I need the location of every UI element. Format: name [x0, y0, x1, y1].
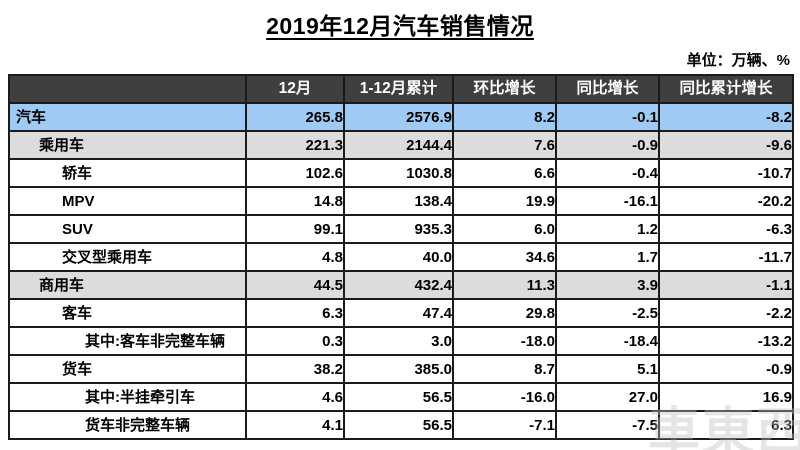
value-cell: 19.9 — [452, 186, 557, 216]
value-cell: 432.4 — [343, 270, 454, 300]
value-cell: 0.3 — [245, 326, 345, 356]
row-label: 轿车 — [8, 158, 247, 188]
table-row: 客车 6.3 47.4 29.8 -2.5 -2.2 — [8, 298, 794, 328]
value-cell: -13.2 — [658, 326, 794, 356]
value-cell: 99.1 — [245, 214, 345, 244]
value-cell: 2576.9 — [343, 102, 454, 132]
value-cell: 221.3 — [245, 130, 345, 160]
table-row: SUV 99.1 935.3 6.0 1.2 -6.3 — [8, 214, 794, 244]
value-cell: 1030.8 — [343, 158, 454, 188]
unit-note: 单位：万辆、% — [686, 52, 790, 69]
value-cell: -8.2 — [658, 102, 794, 132]
value-cell: 7.6 — [452, 130, 557, 160]
value-cell: -0.9 — [658, 354, 794, 384]
row-label: 乘用车 — [8, 130, 247, 160]
value-cell: -10.7 — [658, 158, 794, 188]
header-cell-yoy-cum-growth: 同比累计增长 — [658, 74, 794, 104]
value-cell: 1.7 — [555, 242, 660, 272]
header-cell-empty — [8, 74, 247, 104]
row-label: 其中:客车非完整车辆 — [8, 326, 247, 356]
value-cell: 56.5 — [343, 410, 454, 440]
table-row: 货车 38.2 385.0 8.7 5.1 -0.9 — [8, 354, 794, 384]
value-cell: 6.3 — [245, 298, 345, 328]
value-cell: 935.3 — [343, 214, 454, 244]
value-cell: 3.0 — [343, 326, 454, 356]
row-label: MPV — [8, 186, 247, 216]
value-cell: 5.1 — [555, 354, 660, 384]
row-label: 商用车 — [8, 270, 247, 300]
value-cell: -7.1 — [452, 410, 557, 440]
value-cell: 4.1 — [245, 410, 345, 440]
value-cell: 4.6 — [245, 382, 345, 412]
row-label: 货车 — [8, 354, 247, 384]
value-cell: -11.7 — [658, 242, 794, 272]
value-cell: 11.3 — [452, 270, 557, 300]
table-body: 汽车 265.8 2576.9 8.2 -0.1 -8.2 乘用车 221.3 2144.4 7.… — [8, 102, 794, 440]
header-cell-mom-growth: 环比增长 — [452, 74, 557, 104]
header-row: 12月 1-12月累计 环比增长 同比增长 同比累计增长 — [8, 74, 794, 104]
value-cell: 8.2 — [452, 102, 557, 132]
table-row: 商用车 44.5 432.4 11.3 3.9 -1.1 — [8, 270, 794, 300]
table-row: 汽车 265.8 2576.9 8.2 -0.1 -8.2 — [8, 102, 794, 132]
value-cell: -18.4 — [555, 326, 660, 356]
table-header: 12月 1-12月累计 环比增长 同比增长 同比累计增长 — [8, 74, 794, 104]
table-row: 乘用车 221.3 2144.4 7.6 -0.9 -9.6 — [8, 130, 794, 160]
value-cell: 138.4 — [343, 186, 454, 216]
value-cell: -0.4 — [555, 158, 660, 188]
value-cell: -2.2 — [658, 298, 794, 328]
value-cell: 40.0 — [343, 242, 454, 272]
row-label: 汽车 — [8, 102, 247, 132]
value-cell: 38.2 — [245, 354, 345, 384]
value-cell: -0.1 — [555, 102, 660, 132]
sales-table: 12月 1-12月累计 环比增长 同比增长 同比累计增长 汽车 265.8 2576… — [8, 74, 794, 440]
value-cell: -6.3 — [658, 214, 794, 244]
page: 2019年12月汽车销售情况 单位：万辆、% 12月 1-12月累计 环比增长 … — [0, 7, 800, 450]
value-cell: -7.5 — [555, 410, 660, 440]
value-cell: 102.6 — [245, 158, 345, 188]
table-row: 其中:半挂牵引车 4.6 56.5 -16.0 27.0 16.9 — [8, 382, 794, 412]
value-cell: 56.5 — [343, 382, 454, 412]
value-cell: -20.2 — [658, 186, 794, 216]
value-cell: 6.6 — [452, 158, 557, 188]
table-row: 货车非完整车辆 4.1 56.5 -7.1 -7.5 6.3 — [8, 410, 794, 440]
table-row: MPV 14.8 138.4 19.9 -16.1 -20.2 — [8, 186, 794, 216]
value-cell: -0.9 — [555, 130, 660, 160]
value-cell: 6.0 — [452, 214, 557, 244]
value-cell: 385.0 — [343, 354, 454, 384]
row-label: 其中:半挂牵引车 — [8, 382, 247, 412]
row-label: 交叉型乘用车 — [8, 242, 247, 272]
value-cell: 265.8 — [245, 102, 345, 132]
table-row: 轿车 102.6 1030.8 6.6 -0.4 -10.7 — [8, 158, 794, 188]
header-cell-yoy-growth: 同比增长 — [555, 74, 660, 104]
value-cell: 3.9 — [555, 270, 660, 300]
value-cell: 27.0 — [555, 382, 660, 412]
value-cell: -9.6 — [658, 130, 794, 160]
table-row: 其中:客车非完整车辆 0.3 3.0 -18.0 -18.4 -13.2 — [8, 326, 794, 356]
page-title: 2019年12月汽车销售情况 — [266, 13, 534, 39]
value-cell: 29.8 — [452, 298, 557, 328]
value-cell: 4.8 — [245, 242, 345, 272]
value-cell: 14.8 — [245, 186, 345, 216]
value-cell: 34.6 — [452, 242, 557, 272]
value-cell: 6.3 — [658, 410, 794, 440]
row-label: 货车非完整车辆 — [8, 410, 247, 440]
value-cell: 1.2 — [555, 214, 660, 244]
value-cell: 44.5 — [245, 270, 345, 300]
table-row: 交叉型乘用车 4.8 40.0 34.6 1.7 -11.7 — [8, 242, 794, 272]
value-cell: 47.4 — [343, 298, 454, 328]
value-cell: -1.1 — [658, 270, 794, 300]
row-label: SUV — [8, 214, 247, 244]
value-cell: 2144.4 — [343, 130, 454, 160]
value-cell: -18.0 — [452, 326, 557, 356]
value-cell: -16.0 — [452, 382, 557, 412]
value-cell: -2.5 — [555, 298, 660, 328]
value-cell: -16.1 — [555, 186, 660, 216]
value-cell: 16.9 — [658, 382, 794, 412]
value-cell: 8.7 — [452, 354, 557, 384]
row-label: 客车 — [8, 298, 247, 328]
header-cell-cumulative: 1-12月累计 — [343, 74, 454, 104]
header-cell-december: 12月 — [245, 74, 345, 104]
